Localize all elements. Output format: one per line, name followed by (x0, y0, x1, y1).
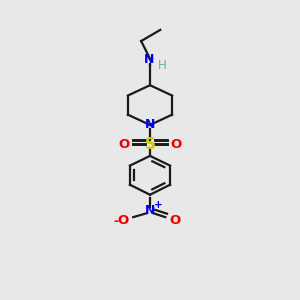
Text: O: O (119, 138, 130, 151)
Text: -: - (113, 215, 118, 228)
Text: +: + (154, 200, 163, 210)
Text: H: H (158, 59, 167, 72)
Text: S: S (145, 136, 155, 152)
Text: O: O (169, 214, 180, 226)
Text: N: N (145, 118, 155, 131)
Text: O: O (170, 138, 181, 151)
Text: O: O (118, 214, 129, 226)
Text: N: N (145, 204, 155, 217)
Text: N: N (144, 53, 154, 66)
